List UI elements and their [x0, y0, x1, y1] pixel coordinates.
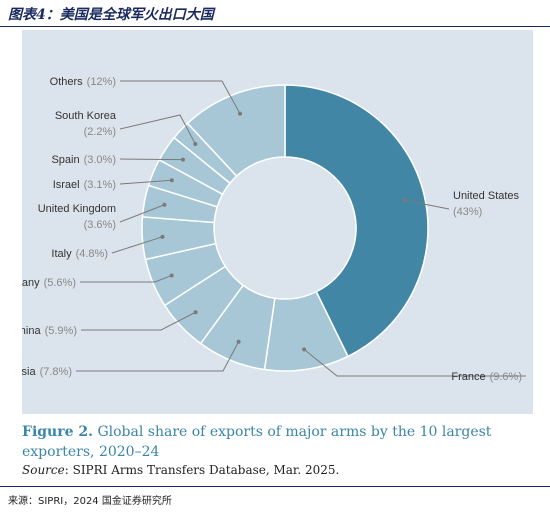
leader-line-united-states — [404, 199, 450, 210]
slice-name-united-states: United States — [453, 190, 520, 202]
slice-label-united-kingdom: United Kingdom (3.6%) — [38, 203, 116, 231]
slice-label-italy: Italy (4.8%) — [51, 248, 108, 260]
slice-value-france: (9.6%) — [490, 371, 522, 383]
slice-name-germany: Germany — [22, 277, 40, 289]
chart-panel: United States (43%) France (9.6%) Russia (7.8… — [22, 30, 533, 414]
leader-dot-spain — [180, 157, 185, 162]
source-label: Source — [22, 463, 65, 477]
slice-name-others: Others — [50, 76, 84, 88]
leader-line-france — [303, 348, 526, 377]
slice-name-russia: Russia — [22, 366, 36, 378]
leader-dot-south-korea — [193, 142, 198, 147]
leader-line-china — [81, 311, 196, 331]
slice-name-france: France — [451, 371, 485, 383]
leader-line-south-korea — [119, 114, 196, 145]
figure-caption: Figure 2. Global share of exports of maj… — [22, 422, 527, 462]
slice-label-france: France (9.6%) — [451, 371, 522, 383]
leader-line-united-kingdom — [119, 204, 165, 223]
slice-label-israel: Israel (3.1%) — [53, 179, 116, 191]
figure-label: Figure 2. — [22, 424, 93, 440]
slice-name-israel: Israel — [53, 179, 80, 191]
leader-line-russia — [76, 341, 240, 372]
slice-label-china: China (5.9%) — [22, 325, 77, 337]
leader-dot-italy — [160, 234, 165, 239]
slice-value-germany: (5.6%) — [44, 277, 76, 289]
leader-dot-united-kingdom — [162, 202, 167, 207]
leader-dot-united-states — [402, 198, 407, 203]
slice-value-others: (12%) — [87, 76, 116, 88]
slice-name-china: China — [22, 325, 41, 337]
footer-source: 来源：SIPRI，2024 国金证券研究所 — [8, 496, 172, 507]
slice-label-others: Others (12%) — [50, 76, 116, 88]
slice-name-italy: Italy — [51, 248, 72, 260]
leader-line-israel — [119, 179, 172, 185]
slice-name-spain: Spain — [51, 154, 79, 166]
slice-others — [186, 84, 286, 178]
slice-value-italy: (4.8%) — [76, 248, 108, 260]
figure-caption-text: Global share of exports of major arms by… — [22, 424, 492, 460]
donut-chart: United States (43%) France (9.6%) Russia (7.8… — [22, 76, 526, 383]
header-divider — [0, 26, 550, 27]
leader-dot-russia — [236, 339, 241, 344]
slice-united-states — [284, 84, 429, 358]
leader-line-spain — [119, 158, 183, 161]
slice-value-spain: (3.0%) — [84, 154, 116, 166]
leader-line-italy — [111, 236, 163, 254]
leader-dot-israel — [169, 178, 174, 183]
slice-label-spain: Spain (3.0%) — [51, 154, 116, 166]
slice-value-china: (5.9%) — [45, 325, 77, 337]
slice-value-south-korea: (2.2%) — [84, 126, 116, 138]
slice-label-south-korea: South Korea (2.2%) — [55, 110, 117, 138]
source-text: : SIPRI Arms Transfers Database, Mar. 20… — [64, 463, 340, 477]
slice-value-russia: (7.8%) — [40, 366, 72, 378]
slice-value-united-states: (43%) — [453, 206, 482, 218]
slice-label-united-states: United States (43%) — [453, 190, 520, 218]
slice-name-south-korea: South Korea — [55, 110, 117, 122]
footer-divider — [0, 486, 550, 487]
source-note: Source: SIPRI Arms Transfers Database, M… — [22, 463, 339, 477]
slice-name-united-kingdom: United Kingdom — [38, 203, 116, 215]
leader-dot-germany — [169, 273, 174, 278]
slice-value-united-kingdom: (3.6%) — [84, 219, 116, 231]
page-title: 图表4：美国是全球军火出口大国 — [8, 7, 214, 23]
leader-line-germany — [80, 274, 172, 283]
leader-dot-china — [193, 310, 198, 315]
leader-line-others — [120, 80, 241, 114]
slice-value-israel: (3.1%) — [84, 179, 116, 191]
leader-dot-france — [302, 347, 307, 352]
slice-label-russia: Russia (7.8%) — [22, 366, 72, 378]
slice-label-germany: Germany (5.6%) — [22, 277, 76, 289]
leader-dot-others — [238, 111, 243, 116]
